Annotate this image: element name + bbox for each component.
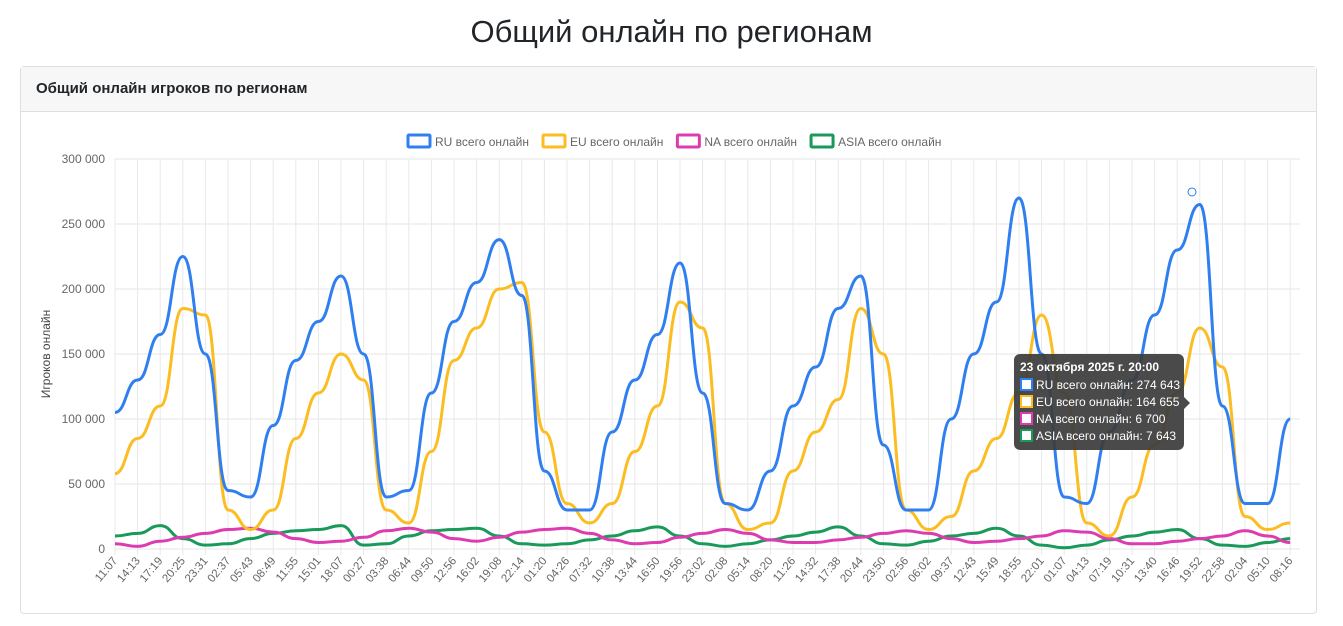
series-line-eu bbox=[114, 281, 1291, 538]
x-tick-label: 22:58 bbox=[1200, 555, 1228, 585]
legend-label: RU всего онлайн bbox=[435, 135, 529, 149]
x-tick-label: 07:32 bbox=[567, 555, 595, 585]
x-tick-label: 12:43 bbox=[951, 555, 979, 585]
x-tick-label: 14:32 bbox=[793, 555, 821, 585]
x-tick-label: 04:26 bbox=[545, 555, 573, 585]
x-tick-label: 03:38 bbox=[364, 555, 392, 585]
x-tick-label: 19:52 bbox=[1177, 555, 1205, 585]
x-tick-label: 20:44 bbox=[838, 555, 866, 585]
x-tick-label: 23:31 bbox=[183, 555, 211, 585]
series-line-na bbox=[114, 526, 1291, 548]
x-tick-label: 05:14 bbox=[725, 555, 753, 585]
tooltip-row-eu: EU всего онлайн: 164 655 bbox=[1020, 395, 1184, 409]
legend-label: EU всего онлайн bbox=[570, 135, 663, 149]
y-tick-label: 50 000 bbox=[68, 477, 105, 491]
x-tick-label: 16:46 bbox=[1155, 555, 1183, 585]
y-tick-label: 300 000 bbox=[62, 152, 106, 166]
tooltip-row-na: NA всего онлайн: 6 700 bbox=[1020, 412, 1184, 426]
legend-swatch bbox=[675, 133, 701, 149]
x-tick-label: 05:43 bbox=[228, 555, 256, 585]
x-tick-label: 22:01 bbox=[1019, 555, 1047, 585]
x-tick-label: 08:20 bbox=[748, 555, 776, 585]
x-tick-label: 11:26 bbox=[771, 555, 798, 584]
legend-swatch bbox=[406, 133, 432, 149]
page-title: Общий онлайн по регионам bbox=[470, 14, 873, 49]
x-tick-label: 17:19 bbox=[138, 555, 166, 585]
y-axis-label: Игроков онлайн bbox=[39, 310, 53, 398]
y-tick-label: 150 000 bbox=[62, 347, 106, 361]
legend-label: NA всего онлайн bbox=[704, 135, 797, 149]
x-tick-label: 10:38 bbox=[590, 555, 618, 585]
x-tick-label: 14:13 bbox=[115, 555, 143, 585]
tooltip-row-ru: RU всего онлайн: 274 643 bbox=[1020, 378, 1184, 392]
x-tick-label: 05:10 bbox=[1245, 555, 1273, 585]
x-tick-label: 17:38 bbox=[816, 555, 844, 585]
y-tick-label: 250 000 bbox=[62, 217, 106, 231]
x-tick-label: 18:07 bbox=[319, 555, 347, 585]
x-tick-label: 12:56 bbox=[432, 555, 460, 585]
y-tick-label: 0 bbox=[98, 542, 105, 556]
card-title: Общий онлайн игроков по регионам bbox=[21, 67, 1316, 112]
x-tick-label: 16:50 bbox=[635, 555, 663, 585]
x-tick-label: 00:27 bbox=[341, 555, 369, 585]
series-line-ru bbox=[114, 196, 1292, 512]
x-tick-label: 15:49 bbox=[974, 555, 1002, 585]
x-tick-label: 06:44 bbox=[386, 555, 414, 585]
chart-card: Общий онлайн игроков по регионам bbox=[20, 66, 1317, 614]
x-tick-label: 23:02 bbox=[680, 555, 708, 585]
x-tick-label: 07:19 bbox=[1087, 555, 1115, 585]
tooltip-row-asia: ASIA всего онлайн: 7 643 bbox=[1020, 429, 1184, 443]
x-tick-label: 02:56 bbox=[884, 555, 912, 585]
y-tick-label: 200 000 bbox=[62, 282, 106, 296]
x-tick-label: 16:02 bbox=[454, 555, 482, 585]
x-tick-label: 04:13 bbox=[1064, 555, 1092, 585]
x-tick-label: 13:40 bbox=[1132, 555, 1160, 585]
x-tick-label: 02:04 bbox=[1223, 555, 1251, 585]
hover-point bbox=[1187, 187, 1197, 197]
x-tick-label: 09:37 bbox=[929, 555, 957, 585]
x-tick-label: 22:14 bbox=[499, 555, 527, 585]
x-tick-label: 18:55 bbox=[997, 555, 1025, 585]
x-tick-label: 01:07 bbox=[1042, 555, 1070, 585]
x-tick-label: 08:16 bbox=[1268, 555, 1296, 585]
x-tick-label: 02:08 bbox=[703, 555, 731, 585]
legend-label: ASIA всего онлайн bbox=[838, 135, 941, 149]
x-tick-label: 19:08 bbox=[477, 555, 505, 585]
x-tick-label: 11:55 bbox=[274, 555, 301, 584]
x-tick-label: 11:07 bbox=[93, 555, 120, 584]
x-tick-label: 02:37 bbox=[206, 555, 234, 585]
x-tick-label: 20:25 bbox=[160, 555, 188, 585]
x-tick-label: 19:56 bbox=[658, 555, 686, 585]
x-tick-label: 09:50 bbox=[409, 555, 437, 585]
series-line-asia bbox=[114, 524, 1291, 550]
x-tick-label: 01:20 bbox=[522, 555, 550, 585]
x-tick-label: 23:50 bbox=[861, 555, 889, 585]
tooltip: 23 октября 2025 г. 20:00 RU всего онлайн… bbox=[1014, 354, 1190, 450]
y-tick-label: 100 000 bbox=[62, 412, 106, 426]
legend-swatch bbox=[809, 133, 835, 149]
tooltip-title: 23 октября 2025 г. 20:00 bbox=[1020, 360, 1160, 374]
x-tick-label: 06:02 bbox=[906, 555, 934, 585]
x-tick-label: 15:01 bbox=[296, 555, 324, 585]
x-tick-label: 10:31 bbox=[1110, 555, 1138, 585]
x-tick-label: 13:44 bbox=[612, 555, 640, 585]
x-tick-label: 08:49 bbox=[251, 555, 279, 585]
legend-swatch bbox=[541, 133, 567, 149]
